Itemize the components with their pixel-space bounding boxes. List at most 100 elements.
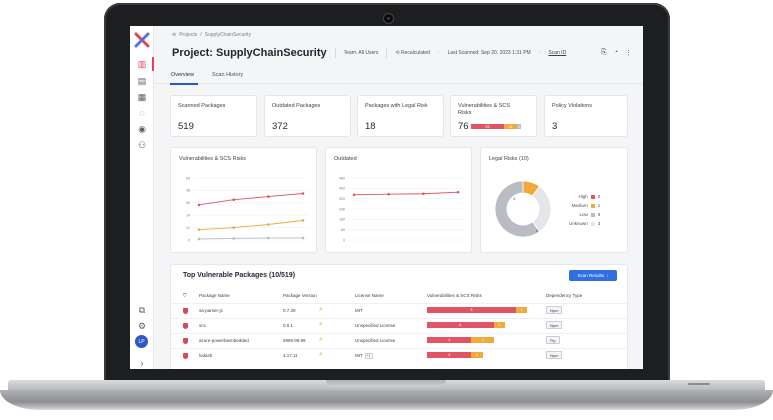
scan-results-button[interactable]: Scan Results › (569, 270, 617, 281)
data-point[interactable] (197, 228, 201, 231)
data-point[interactable] (301, 219, 305, 222)
data-point[interactable] (267, 195, 270, 198)
app-screen: ▥ ▤ ▦ ◌ ◉ ⚇ ⧉ ⚙ LP › ⊜ Projects / Supply… (130, 26, 643, 369)
users-icon[interactable]: ⚇ (137, 139, 147, 150)
sidebar: ▥ ▤ ▦ ◌ ◉ ⚇ ⧉ ⚙ LP › (130, 26, 154, 369)
column-header-vulnerabilities[interactable]: Vulnerabilities & SCS Risks (427, 293, 482, 298)
column-header-dependency-type[interactable]: Dependency Type (546, 293, 583, 298)
table-row[interactable]: sa-parser-js 0.7.29 ⌕ MIT 8 1 Npm (171, 303, 629, 317)
laptop-base (0, 380, 773, 420)
legend-label: High (578, 194, 588, 199)
table-row[interactable]: lodash 4.17.11 ⌕ MIT +1 4 1 Npm (171, 348, 629, 362)
tab-scan-history[interactable]: Scan History (212, 72, 244, 78)
dashboard-chart-icon[interactable]: ▥ (137, 58, 147, 69)
gear-icon[interactable]: ⚙ (137, 320, 147, 331)
data-point[interactable] (197, 237, 201, 241)
package-name[interactable]: sa-parser-js (199, 308, 223, 313)
data-point[interactable] (267, 223, 270, 226)
kpi-card-legal-risk[interactable]: Packages with Legal Risk 18 (357, 95, 444, 137)
header-actions: ⎘ ◔ ⋮ (601, 49, 632, 57)
data-point[interactable] (232, 198, 235, 201)
license-text: Unspecified License (355, 323, 396, 328)
package-version: 0.7.29 (283, 308, 296, 313)
team-selector[interactable]: Team: All Users (344, 50, 379, 56)
export-icon[interactable]: ⎘ (601, 49, 607, 56)
lightbulb-icon[interactable]: ◌ (139, 108, 145, 118)
donut-slice-unknown[interactable] (531, 185, 552, 233)
package-name[interactable]: scs (199, 323, 206, 328)
package-version: 4.17.11 (283, 353, 298, 358)
camera-icon (384, 14, 393, 23)
breadcrumb-root[interactable]: Projects (179, 32, 198, 38)
legal-risks-donut-chart: 36 (494, 180, 552, 238)
license-name: MIT (355, 308, 363, 313)
package-version: 0.0.1 (283, 323, 294, 328)
data-point[interactable] (352, 193, 356, 197)
kpi-card-scanned[interactable]: Scanned Packages 519 (170, 95, 257, 137)
data-point[interactable] (422, 192, 425, 196)
search-version-icon[interactable]: ⌕ (319, 336, 323, 343)
data-point[interactable] (197, 203, 201, 207)
kpi-card-policy-violations[interactable]: Policy Violations 3 (544, 95, 628, 137)
data-point[interactable] (301, 236, 305, 240)
kpi-label: Outdated Packages (272, 103, 321, 109)
column-header-license-name[interactable]: License Name (355, 293, 384, 298)
integrations-icon[interactable]: ⧉ (138, 304, 146, 315)
chart-title: Vulnerabilities & SCS Risks (179, 156, 247, 162)
y-tick-label: 0 (343, 238, 345, 242)
vulnerability-severity-bar: 53 21 2 (471, 124, 521, 129)
dot-separator: · (437, 50, 440, 56)
breadcrumb-home-icon: ⊜ (172, 32, 177, 38)
clipboard-icon[interactable]: ▦ (137, 91, 147, 102)
logo-icon (134, 32, 150, 48)
kpi-value: 372 (272, 121, 288, 132)
data-point[interactable] (232, 226, 235, 229)
search-version-icon[interactable]: ⌕ (319, 351, 323, 358)
shield-column-icon: ⛉ (183, 293, 187, 298)
table-row[interactable]: scs 0.0.1 ⌕ Unspecified License 6 1 Npm (171, 318, 629, 332)
compass-icon[interactable]: ◉ (138, 123, 146, 134)
data-point[interactable] (387, 192, 390, 196)
legend-value: 6 (597, 212, 601, 217)
shield-icon (183, 353, 188, 359)
data-point[interactable] (456, 190, 460, 194)
donut-slice-low[interactable] (494, 180, 541, 238)
kpi-card-vulnerabilities[interactable]: Vulnerabilities & SCS Risks 76 53 21 2 (450, 95, 537, 137)
table-row[interactable]: azure-powerbiembedded 6969.99.99 ⌕ Unspecif… (171, 333, 629, 347)
column-header-package-version[interactable]: Package Version (283, 293, 317, 298)
data-point[interactable] (232, 237, 235, 240)
more-menu-icon[interactable]: ⋮ (625, 50, 632, 57)
shield-icon (183, 308, 188, 314)
legend-swatch (590, 194, 595, 199)
data-point[interactable] (301, 192, 305, 195)
package-name[interactable]: azure-powerbiembedded (199, 338, 249, 343)
vuln-high-segment: 4 (427, 337, 472, 343)
y-tick-label: 36 (186, 201, 190, 205)
top-vulnerable-packages-card: Top Vulnerable Packages (10/519) Scan Re… (170, 264, 629, 369)
legend-item-high[interactable]: High 0 (569, 192, 603, 201)
legend-item-low[interactable]: Low 6 (569, 210, 603, 219)
tab-overview[interactable]: Overview (171, 72, 194, 78)
speed-gauge-icon[interactable]: ◔ (613, 49, 618, 56)
package-name[interactable]: lodash (199, 353, 213, 358)
license-name: MIT +1 (355, 353, 373, 359)
scan-id-link[interactable]: Scan ID (548, 50, 567, 56)
legend-item-medium[interactable]: Medium 1 (569, 201, 603, 210)
series-line (198, 219, 304, 231)
expand-chevron-icon[interactable]: › (140, 358, 144, 368)
kpi-value: 3 (552, 121, 558, 132)
kpi-card-outdated[interactable]: Outdated Packages 372 (264, 95, 351, 137)
data-point[interactable] (267, 236, 270, 240)
avatar[interactable]: LP (135, 335, 148, 348)
kpi-value: 519 (178, 121, 194, 132)
search-version-icon[interactable]: ⌕ (319, 321, 323, 328)
legend-item-unknown[interactable]: Unknown 3 (569, 219, 603, 228)
kpi-label: Policy Violations (552, 103, 592, 109)
kpi-label: Vulnerabilities & SCS Risks (458, 103, 511, 116)
legend-swatch (590, 203, 595, 208)
document-icon[interactable]: ▤ (137, 75, 147, 86)
search-version-icon[interactable]: ⌕ (319, 306, 323, 313)
license-more-badge[interactable]: +1 (364, 353, 373, 359)
column-header-package-name[interactable]: Package Name (199, 293, 230, 298)
